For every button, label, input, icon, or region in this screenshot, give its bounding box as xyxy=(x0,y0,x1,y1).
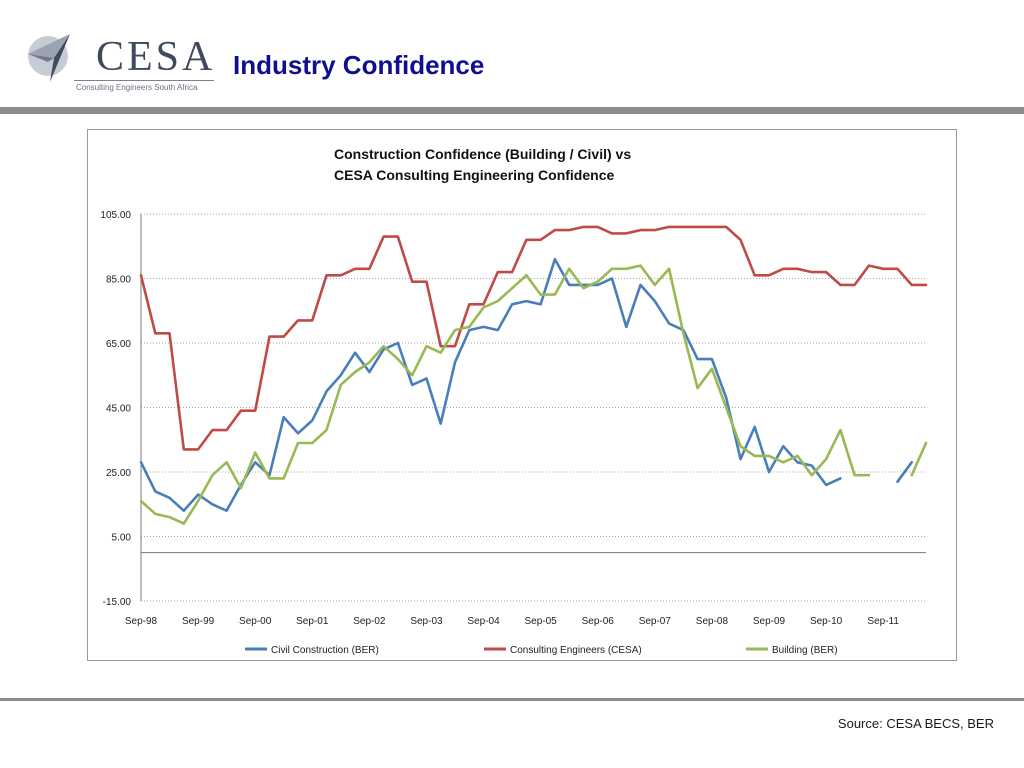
compass-star-icon xyxy=(28,34,70,82)
source-note: Source: CESA BECS, BER xyxy=(837,716,994,731)
x-tick-label: Sep-98 xyxy=(125,616,158,627)
x-tick-label: Sep-00 xyxy=(239,616,272,627)
x-tick-label: Sep-03 xyxy=(410,616,443,627)
logo-rule xyxy=(74,80,214,81)
chart-title: Construction Confidence (Building / Civi… xyxy=(334,144,631,186)
logo-wordmark: CESA xyxy=(96,34,216,80)
logo-subtitle: Consulting Engineers South Africa xyxy=(76,83,198,92)
y-tick-label: -15.00 xyxy=(103,597,132,608)
x-tick-label: Sep-08 xyxy=(696,616,729,627)
y-tick-label: 85.00 xyxy=(106,275,131,286)
y-tick-label: 65.00 xyxy=(106,339,131,350)
header-divider xyxy=(0,107,1024,114)
x-tick-label: Sep-10 xyxy=(810,616,843,627)
footer-divider xyxy=(0,698,1024,701)
x-tick-label: Sep-99 xyxy=(182,616,215,627)
x-tick-label: Sep-02 xyxy=(353,616,386,627)
y-tick-label: 5.00 xyxy=(112,533,132,544)
chart-frame: Construction Confidence (Building / Civi… xyxy=(87,129,957,661)
page-title: Industry Confidence xyxy=(233,50,485,80)
series-line-1 xyxy=(896,460,914,484)
x-tick-label: Sep-06 xyxy=(582,616,615,627)
y-tick-label: 25.00 xyxy=(106,468,131,479)
x-tick-label: Sep-04 xyxy=(467,616,500,627)
line-chart: -15.00 5.00 25.00 45.00 65.00 85.00 105.00 Sep-… xyxy=(100,210,928,656)
chart-title-line-2: CESA Consulting Engineering Confidence xyxy=(334,167,615,183)
legend-label: Consulting Engineers (CESA) xyxy=(510,645,642,656)
series-line-3 xyxy=(139,264,871,525)
series-line-2 xyxy=(139,225,928,451)
x-tick-label: Sep-11 xyxy=(867,616,899,627)
x-tick-label: Sep-01 xyxy=(296,616,329,627)
y-tick-label: 105.00 xyxy=(100,210,131,221)
series-line-3 xyxy=(910,441,928,477)
cesa-logo: CESA Consulting Engineers South Africa xyxy=(24,28,214,98)
chart-title-line-1: Construction Confidence (Building / Civi… xyxy=(334,146,632,162)
legend-label: Civil Construction (BER) xyxy=(271,645,379,656)
x-tick-label: Sep-09 xyxy=(753,616,786,627)
x-tick-label: Sep-05 xyxy=(525,616,558,627)
x-tick-label: Sep-07 xyxy=(639,616,672,627)
series-line-1 xyxy=(139,257,842,513)
legend-label: Building (BER) xyxy=(772,645,838,656)
y-tick-label: 45.00 xyxy=(106,404,131,415)
